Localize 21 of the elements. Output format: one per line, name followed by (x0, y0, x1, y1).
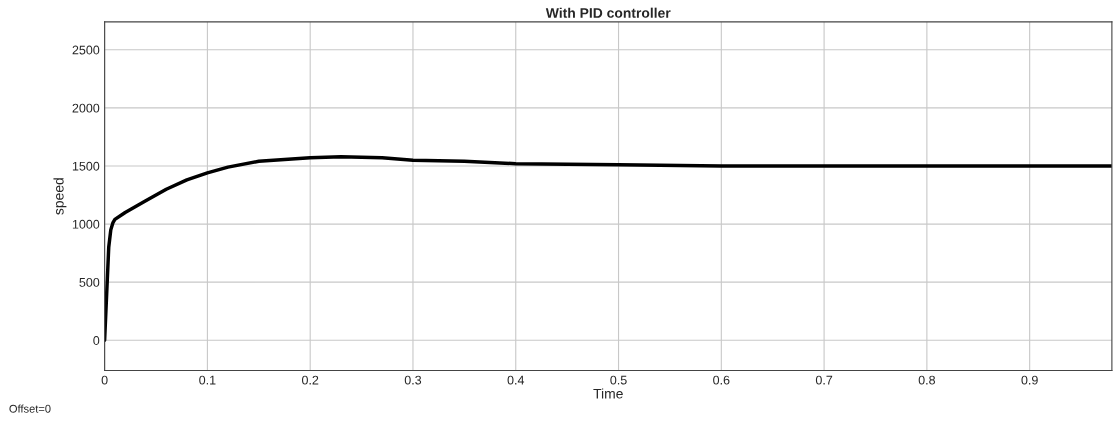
x-tick-label: 0.7 (815, 375, 833, 385)
y-tick-label: 0 (93, 336, 100, 345)
y-axis-title: speed (53, 178, 67, 215)
x-tick-label: 0.1 (199, 375, 216, 385)
x-axis-title: Time (593, 388, 623, 399)
y-tick-label: 2500 (72, 45, 100, 55)
x-tick-label: 0.6 (713, 375, 730, 385)
x-tick-label: 0.3 (404, 375, 422, 385)
y-tick-label: 2000 (72, 103, 100, 113)
x-tick-label: 0 (101, 375, 108, 385)
x-tick-label: 0.8 (918, 375, 936, 385)
line-series (104, 154, 1112, 343)
x-tick-label: 0.4 (507, 375, 525, 385)
x-tick-label: 0.5 (610, 375, 627, 385)
y-tick-label: 1500 (72, 161, 100, 171)
x-tick-label: 0.2 (301, 375, 319, 385)
text: Offset=0 (9, 404, 51, 413)
y-tick-label: 500 (79, 277, 100, 287)
y-tick-label: 1000 (72, 219, 100, 229)
x-tick-label: 0.9 (1021, 375, 1038, 385)
chart-title: With PID controller (545, 7, 671, 18)
